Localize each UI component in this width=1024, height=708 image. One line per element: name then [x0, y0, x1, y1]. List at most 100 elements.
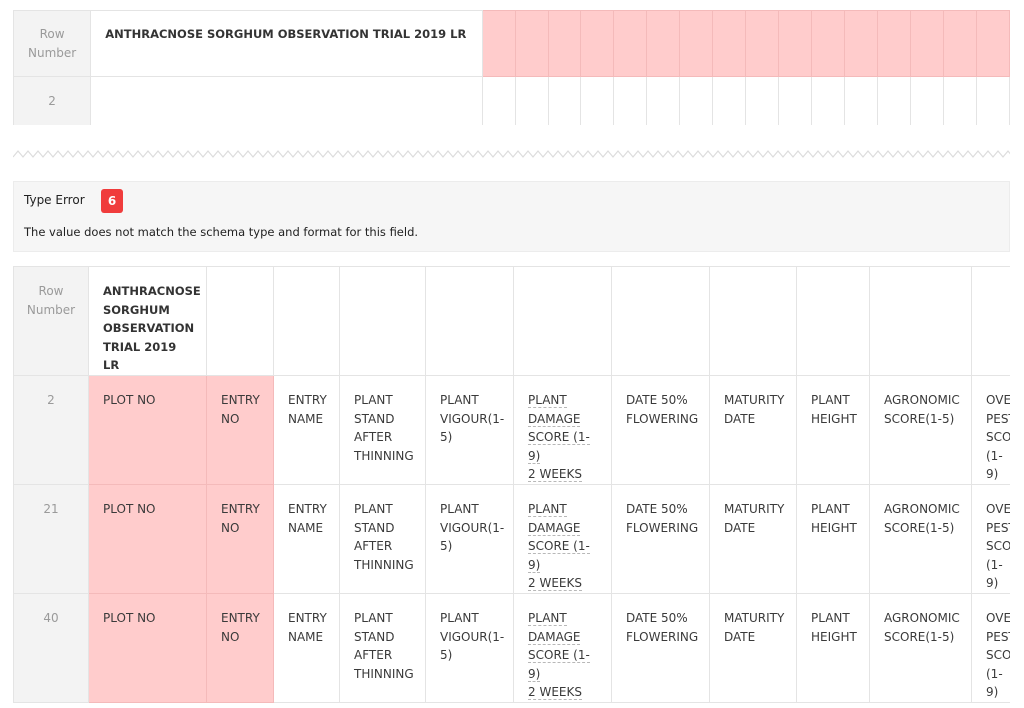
table-cell[interactable]: DATE 50% FLOWERING	[611, 592, 710, 703]
table-cell[interactable]: PLANT STAND AFTER THINNING	[339, 483, 426, 594]
error-cell[interactable]	[942, 10, 977, 77]
table-cell[interactable]: OVERALL PEST SCORE (1- 9)	[971, 483, 1010, 594]
table-cell[interactable]: PLANT STAND AFTER THINNING	[339, 374, 426, 485]
header-cell	[273, 266, 340, 376]
error-cell[interactable]: ENTRY NO	[206, 374, 274, 485]
row-number-header: Row Number	[12, 10, 92, 77]
table-cell[interactable]: DATE 50% FLOWERING	[611, 483, 710, 594]
error-cell[interactable]	[547, 10, 582, 77]
table-cell[interactable]	[712, 76, 747, 125]
table-cell[interactable]	[745, 76, 780, 125]
table-cell[interactable]	[613, 76, 648, 125]
table-cell[interactable]: PLANT STAND AFTER THINNING	[339, 592, 426, 703]
table-cell[interactable]: MATURITY DATE	[709, 374, 797, 485]
cell-value: PLANT DAMAGE SCORE (1-9) 2 WEEKS	[528, 610, 590, 701]
header-cell	[425, 266, 514, 376]
table-cell[interactable]: MATURITY DATE	[709, 483, 797, 594]
table-row: 2 PLOT NO ENTRY NO ENTRY NAME PLANT STAND AF…	[13, 374, 1010, 485]
header-cell	[796, 266, 870, 376]
error-cell[interactable]: ENTRY NO	[206, 483, 274, 594]
table-cell[interactable]: ENTRY NAME	[273, 592, 340, 703]
error-cell[interactable]	[778, 10, 813, 77]
table-cell[interactable]	[90, 76, 483, 125]
error-cell[interactable]	[580, 10, 615, 77]
cell-value: PLANT STAND AFTER THINNING	[354, 610, 414, 681]
table-cell[interactable]: OVERALL PEST SCORE (1- 9)	[971, 592, 1010, 703]
header-row: Row Number ANTHRACNOSE SORGHUM OBSERVATI…	[13, 266, 1010, 376]
table-cell[interactable]	[877, 76, 912, 125]
error-rows-table-wrapper[interactable]: Row Number ANTHRACNOSE SORGHUM OBSERVATI…	[13, 266, 1010, 708]
table-cell[interactable]: PLANT DAMAGE SCORE (1-9) 2 WEEKS	[513, 592, 612, 703]
cell-value: OVERALL PEST SCORE (1- 9)	[986, 610, 1010, 700]
table-cell[interactable]: PLANT DAMAGE SCORE (1-9) 2 WEEKS	[513, 374, 612, 485]
table-cell[interactable]: ENTRY NAME	[273, 374, 340, 485]
table-cell[interactable]	[580, 76, 615, 125]
error-cell[interactable]: PLOT NO	[88, 592, 207, 703]
table-cell[interactable]	[844, 76, 879, 125]
table-cell[interactable]	[942, 76, 977, 125]
error-cell[interactable]	[811, 10, 846, 77]
table-cell[interactable]	[811, 76, 846, 125]
header-cell	[971, 266, 1010, 376]
table-cell[interactable]: AGRONOMIC SCORE(1-5)	[869, 374, 972, 485]
header-cell	[709, 266, 797, 376]
error-cell[interactable]	[844, 10, 879, 77]
cell-value: ENTRY NO	[221, 610, 260, 644]
row-number-label: Row Number	[28, 27, 77, 60]
error-cell[interactable]	[646, 10, 681, 77]
error-cell[interactable]	[877, 10, 912, 77]
cell-value: DATE 50% FLOWERING	[626, 610, 699, 644]
error-cell[interactable]: PLOT NO	[88, 374, 207, 485]
header-cell	[339, 266, 426, 376]
error-cell[interactable]	[679, 10, 714, 77]
error-cell[interactable]	[481, 10, 516, 77]
error-cell[interactable]: PLOT NO	[88, 483, 207, 594]
table-cell[interactable]: PLANT DAMAGE SCORE (1-9) 2 WEEKS	[513, 483, 612, 594]
error-cell[interactable]	[613, 10, 648, 77]
table-cell[interactable]	[646, 76, 681, 125]
table-cell[interactable]: ENTRY NAME	[273, 483, 340, 594]
table-cell[interactable]: PLANT VIGOUR(1- 5)	[425, 374, 514, 485]
cell-value: MATURITY DATE	[724, 392, 785, 426]
error-cell[interactable]: ENTRY NO	[206, 592, 274, 703]
table-title-cell: ANTHRACNOSE SORGHUM OBSERVATION TRIAL 20…	[90, 10, 483, 77]
cell-value: PLOT NO	[103, 392, 156, 407]
table-cell[interactable]: PLANT VIGOUR(1- 5)	[425, 483, 514, 594]
cell-value: OVERALL PEST SCORE (1- 9)	[986, 501, 1010, 591]
table-cell[interactable]: DATE 50% FLOWERING	[611, 374, 710, 485]
table-cell[interactable]: PLANT HEIGHT	[796, 374, 870, 485]
error-cell[interactable]	[745, 10, 780, 77]
cell-value: PLOT NO	[103, 610, 156, 625]
error-cell[interactable]	[975, 10, 1011, 77]
cell-value: AGRONOMIC SCORE(1-5)	[884, 610, 960, 644]
header-cell	[869, 266, 972, 376]
table-cell[interactable]	[481, 76, 516, 125]
table-cell[interactable]: MATURITY DATE	[709, 592, 797, 703]
table-cell[interactable]: PLANT HEIGHT	[796, 483, 870, 594]
header-cell	[513, 266, 612, 376]
header-cell	[611, 266, 710, 376]
error-cell[interactable]	[514, 10, 549, 77]
table-cell[interactable]: AGRONOMIC SCORE(1-5)	[869, 483, 972, 594]
row-number: 2	[13, 374, 89, 485]
cell-value: PLANT HEIGHT	[811, 610, 857, 644]
table-title: ANTHRACNOSE SORGHUM OBSERVATION TRIAL 20…	[105, 27, 467, 41]
cell-value: PLANT VIGOUR(1- 5)	[440, 392, 505, 445]
error-cell[interactable]	[712, 10, 747, 77]
cell-value: DATE 50% FLOWERING	[626, 501, 699, 535]
table-cell[interactable]	[679, 76, 714, 125]
cell-value: PLANT STAND AFTER THINNING	[354, 392, 414, 463]
table-cell[interactable]: PLANT HEIGHT	[796, 592, 870, 703]
table-cell[interactable]	[910, 76, 944, 125]
table-cell[interactable]: AGRONOMIC SCORE(1-5)	[869, 592, 972, 703]
cell-value: ENTRY NAME	[288, 501, 327, 535]
error-cell[interactable]	[910, 10, 944, 77]
truncation-divider	[13, 150, 1010, 158]
table-cell[interactable]	[514, 76, 549, 125]
table-cell[interactable]: OVERALL PEST SCORE (1- 9)	[971, 374, 1010, 485]
table-cell[interactable]: PLANT VIGOUR(1- 5)	[425, 592, 514, 703]
table-cell[interactable]	[975, 76, 1011, 125]
table-cell[interactable]	[547, 76, 582, 125]
table-cell[interactable]	[778, 76, 813, 125]
cell-value: OVERALL PEST SCORE (1- 9)	[986, 392, 1010, 482]
